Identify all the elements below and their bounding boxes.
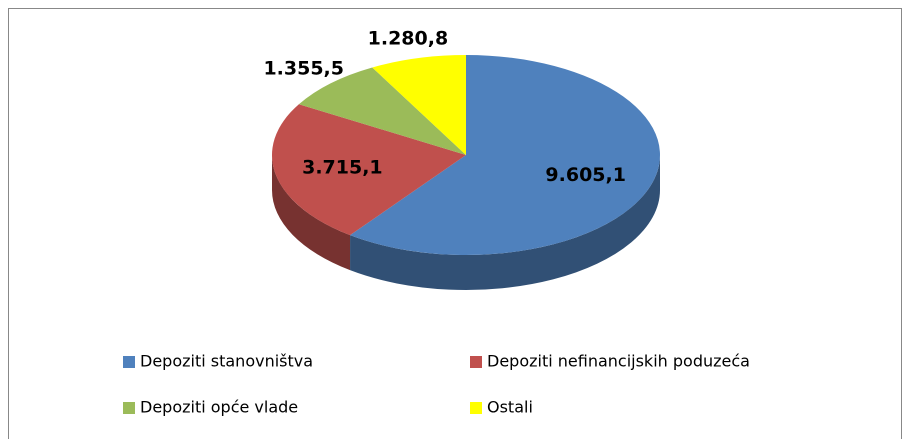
legend-swatch — [470, 402, 482, 414]
legend-label: Depoziti stanovništva — [140, 352, 313, 371]
data-label: 9.605,1 — [545, 164, 626, 186]
legend-swatch — [123, 356, 135, 368]
legend-label: Depoziti opće vlade — [140, 398, 298, 417]
legend-label: Depoziti nefinancijskih poduzeća — [487, 352, 750, 371]
legend-swatch — [470, 356, 482, 368]
slice-side — [350, 155, 660, 290]
legend-swatch — [123, 402, 135, 414]
legend-label: Ostali — [487, 398, 533, 417]
slice — [272, 104, 466, 236]
data-label: 1.280,8 — [368, 27, 449, 49]
slice-side — [272, 155, 351, 271]
slice — [298, 67, 466, 155]
slice — [372, 55, 466, 155]
slice — [350, 55, 661, 256]
data-label: 1.355,5 — [263, 57, 344, 79]
data-label: 3.715,1 — [302, 156, 383, 178]
